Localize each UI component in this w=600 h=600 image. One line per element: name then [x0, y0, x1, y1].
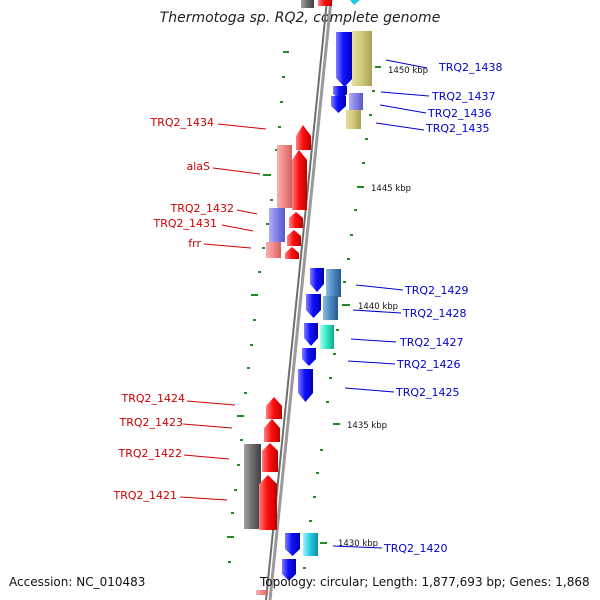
- gene-frr-box: [266, 242, 281, 258]
- gene-top-cyan: [350, 0, 360, 5]
- gene-trq2-1424: [266, 397, 282, 419]
- gene-label-trq2-1422: TRQ2_1422: [117, 447, 182, 460]
- tick-marks: [227, 51, 381, 569]
- right-leader-lines: [332, 59, 430, 549]
- gene-trq2-1427-box: [320, 325, 334, 349]
- gene-label-trq2-1421: TRQ2_1421: [112, 489, 177, 502]
- gene-trq2-1420: [285, 533, 300, 556]
- gene-label-trq2-1436: TRQ2_1436: [427, 107, 492, 120]
- gene-trq2-1431: [287, 230, 301, 246]
- gene-trq2-1429-box: [326, 269, 341, 297]
- gene-alas-box: [277, 145, 292, 208]
- gene-label-trq2-1423: TRQ2_1423: [118, 416, 183, 429]
- gene-label-trq2-1427: TRQ2_1427: [399, 336, 464, 349]
- gene-trq2-1421: [259, 475, 277, 530]
- gene-label-trq2-1431: TRQ2_1431: [152, 217, 217, 230]
- gene-label-trq2-1426: TRQ2_1426: [396, 358, 461, 371]
- gene-trq2-1438: [336, 32, 353, 87]
- gene-label-trq2-1428: TRQ2_1428: [402, 307, 467, 320]
- gene-bottom-pink: [256, 590, 268, 595]
- gene-label-trq2-1434: TRQ2_1434: [149, 116, 214, 129]
- gene-label-trq2-1424: TRQ2_1424: [120, 392, 185, 405]
- gene-trq2-1438-box: [352, 31, 372, 86]
- gene-top-red: [318, 0, 332, 6]
- gene-label-trq2-1420: TRQ2_1420: [383, 542, 448, 555]
- gene-label-trq2-1438: TRQ2_1438: [438, 61, 503, 74]
- gene-trq2-1428: [306, 294, 321, 318]
- gene-alas: [292, 150, 307, 210]
- gene-trq2-1434: [296, 125, 311, 150]
- gene-trq2-1426: [302, 348, 316, 366]
- map-title: Thermotoga sp. RQ2, complete genome: [159, 10, 441, 26]
- gene-top-gray: [301, 0, 314, 8]
- gene-trq2-1436: [331, 96, 346, 113]
- ruler-label-1435: 1435 kbp: [347, 421, 387, 431]
- gene-label-trq2-1425: TRQ2_1425: [395, 386, 460, 399]
- gene-trq2-1432-box: [269, 208, 285, 242]
- gene-frr: [285, 247, 299, 259]
- gene-bottom-blue: [282, 559, 296, 581]
- gene-trq2-1423: [264, 419, 280, 442]
- ruler-label-1450: 1450 kbp: [388, 66, 428, 76]
- backbone-strand-outer: [268, 0, 333, 600]
- gene-trq2-1427: [304, 323, 318, 346]
- gene-trq2-1436-box: [349, 93, 363, 110]
- ruler-label-1430: 1430 kbp: [338, 539, 378, 549]
- gene-label-alas: alaS: [186, 160, 210, 173]
- topology-label: Topology: circular; Length: 1,877,693 bp…: [260, 575, 590, 589]
- gene-label-trq2-1435: TRQ2_1435: [425, 122, 490, 135]
- ruler-label-1445: 1445 kbp: [371, 184, 411, 194]
- gene-trq2-1422-box: [244, 444, 261, 529]
- gene-trq2-1420-box: [303, 533, 318, 556]
- gene-label-trq2-1437: TRQ2_1437: [431, 90, 496, 103]
- gene-trq2-1432: [289, 212, 303, 228]
- ruler-label-1440: 1440 kbp: [358, 302, 398, 312]
- gene-trq2-1422: [262, 443, 278, 472]
- gene-trq2-1435-box: [346, 110, 361, 129]
- gene-trq2-1429: [310, 268, 324, 292]
- gene-label-frr: frr: [188, 237, 201, 250]
- gene-label-trq2-1429: TRQ2_1429: [404, 284, 469, 297]
- gene-label-trq2-1432: TRQ2_1432: [169, 202, 234, 215]
- left-leader-lines: [179, 123, 267, 501]
- gene-trq2-1428-box: [323, 296, 338, 320]
- accession-label: Accession: NC_010483: [9, 575, 146, 589]
- gene-trq2-1425: [298, 369, 313, 402]
